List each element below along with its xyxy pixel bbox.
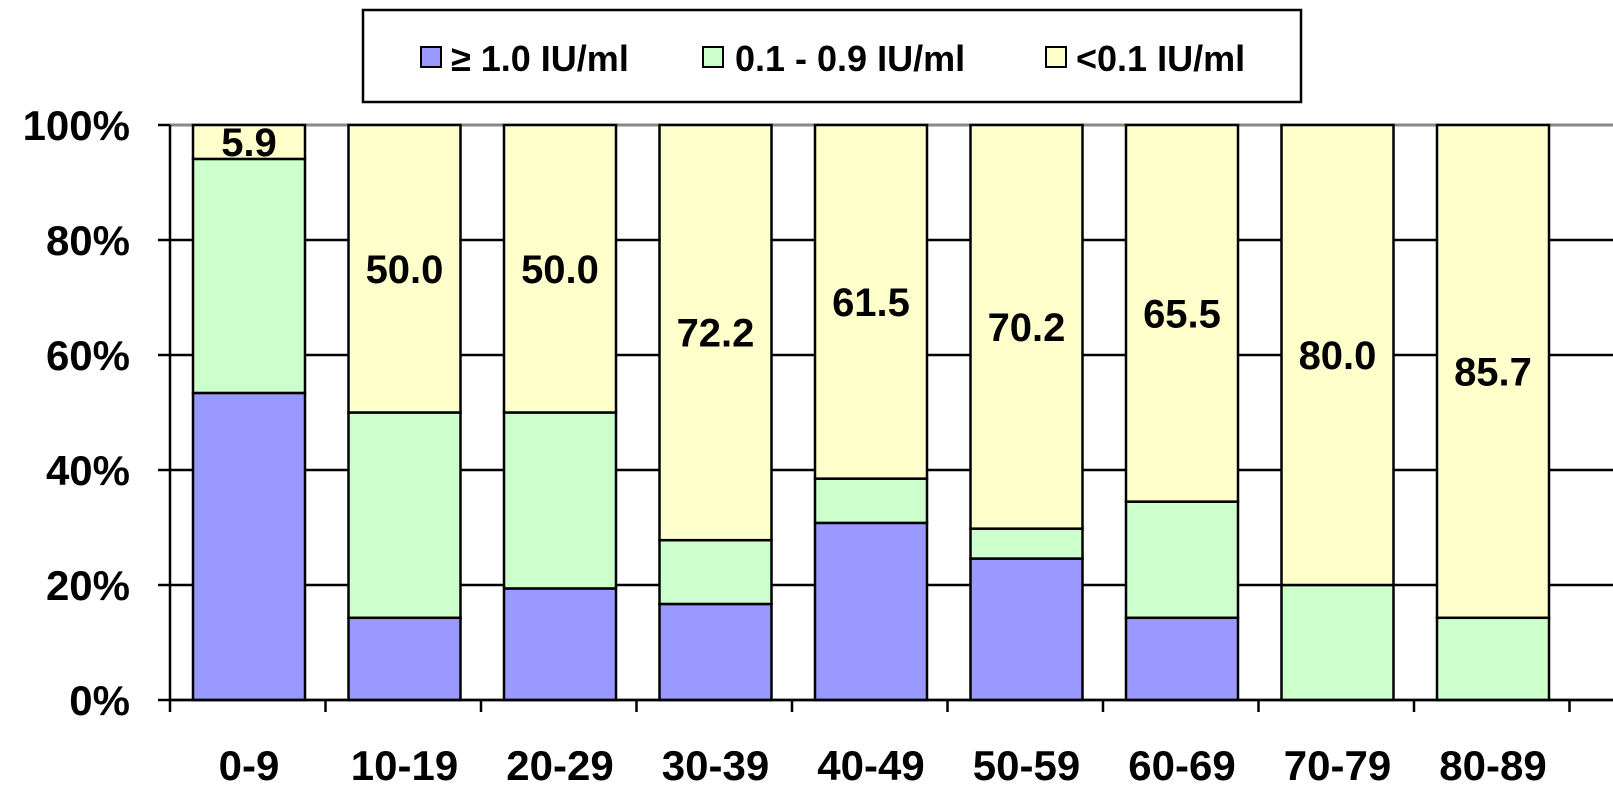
data-label: 80.0 bbox=[1299, 334, 1377, 378]
y-tick-label: 40% bbox=[46, 447, 130, 494]
legend-label: ≥ 1.0 IU/ml bbox=[451, 38, 629, 79]
bar-segment bbox=[969, 527, 1084, 560]
legend: ≥ 1.0 IU/ml 0.1 - 0.9 IU/ml <0.1 IU/ml bbox=[361, 8, 1303, 104]
data-label: 72.2 bbox=[677, 312, 755, 356]
legend-box bbox=[361, 8, 1303, 104]
bar-segment bbox=[1280, 123, 1395, 587]
bar-segment bbox=[969, 557, 1084, 702]
data-label: 50.0 bbox=[366, 248, 444, 292]
bar-segment bbox=[502, 587, 618, 702]
legend-swatch bbox=[420, 46, 442, 68]
bar-segment bbox=[1280, 583, 1395, 702]
data-label: 5.9 bbox=[221, 121, 277, 165]
bar-segment bbox=[813, 521, 929, 702]
bar-segment bbox=[658, 123, 773, 542]
x-tick-label: 60-69 bbox=[1128, 742, 1235, 789]
data-label: 61.5 bbox=[832, 281, 910, 325]
bar-segment bbox=[813, 477, 929, 525]
axes: 0% 20% 40% 60% 80% 100% 0-9 10-19 20-29 30-39 40-4… bbox=[23, 102, 1613, 789]
bar-segment bbox=[191, 391, 307, 702]
legend-label: 0.1 - 0.9 IU/ml bbox=[735, 38, 965, 79]
x-tick-label: 40-49 bbox=[817, 742, 924, 789]
data-label: 50.0 bbox=[521, 248, 599, 292]
x-tick-label: 10-19 bbox=[351, 742, 458, 789]
bar-segment bbox=[1435, 123, 1551, 620]
data-label: 70.2 bbox=[988, 306, 1066, 350]
bars: 5.9 50.0 50.0 72.2 61.5 70.2 65.5 80.0 85.7 bbox=[191, 121, 1551, 702]
bar-segment bbox=[191, 123, 307, 161]
y-tick-label: 60% bbox=[46, 332, 130, 379]
legend-label: <0.1 IU/ml bbox=[1076, 38, 1245, 79]
bar-segment bbox=[658, 538, 773, 606]
bar-segment bbox=[1124, 123, 1240, 503]
bar-segment bbox=[347, 123, 462, 414]
x-tick-label: 50-59 bbox=[973, 742, 1080, 789]
bar-segment bbox=[1124, 616, 1240, 702]
x-tick-label: 0-9 bbox=[219, 742, 280, 789]
bar-segment bbox=[1124, 500, 1240, 620]
bar-segment bbox=[813, 123, 929, 480]
bar-segment bbox=[347, 616, 462, 702]
bar-segment bbox=[969, 123, 1084, 530]
x-tick-label: 70-79 bbox=[1284, 742, 1391, 789]
legend-swatch bbox=[702, 46, 724, 68]
bar-segment bbox=[502, 123, 618, 414]
bar-segment bbox=[502, 411, 618, 590]
x-tick-label: 30-39 bbox=[662, 742, 769, 789]
bar-segment bbox=[1435, 616, 1551, 702]
y-tick-label: 80% bbox=[46, 217, 130, 264]
legend-swatch bbox=[1045, 46, 1067, 68]
y-tick-label: 20% bbox=[46, 562, 130, 609]
bar-segment bbox=[191, 157, 307, 395]
data-label: 85.7 bbox=[1454, 350, 1532, 394]
bar-segment bbox=[347, 411, 462, 620]
x-tick-label: 20-29 bbox=[506, 742, 613, 789]
x-tick-label: 80-89 bbox=[1439, 742, 1546, 789]
data-label: 65.5 bbox=[1143, 292, 1221, 336]
bar-segment bbox=[658, 602, 773, 702]
y-tick-label: 0% bbox=[69, 677, 130, 724]
y-tick-label: 100% bbox=[23, 102, 130, 149]
